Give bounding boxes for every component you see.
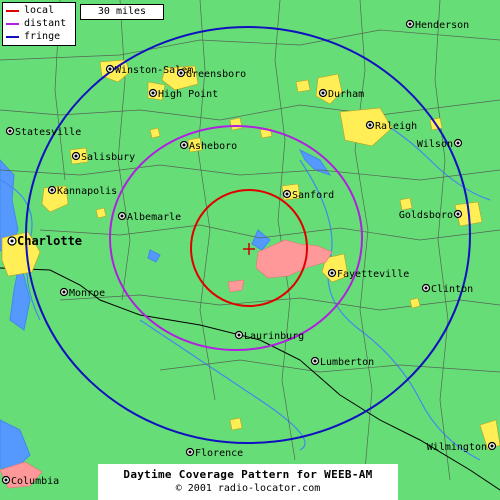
city-label: Wilson <box>417 139 453 150</box>
city-winston-salem: Winston-Salem <box>105 64 193 76</box>
city-label: Asheboro <box>189 141 237 152</box>
city-label: Statesville <box>15 127 81 138</box>
city-dot-center-icon <box>313 359 317 363</box>
city-dot-center-icon <box>50 188 54 192</box>
fringe-contour <box>25 26 471 444</box>
city-label: Raleigh <box>375 121 417 132</box>
legend-label: fringe <box>24 30 61 42</box>
city-kannapolis: Kannapolis <box>47 185 117 197</box>
legend-item-fringe: fringe <box>6 30 75 43</box>
city-label: Goldsboro <box>399 210 453 221</box>
city-wilson: Wilson <box>417 138 463 150</box>
city-clinton: Clinton <box>421 283 473 295</box>
copyright: © 2001 radio-locator.com <box>175 483 321 494</box>
city-dot-center-icon <box>321 91 325 95</box>
fringe-swatch <box>6 35 19 38</box>
city-raleigh: Raleigh <box>365 120 417 132</box>
city-dot-center-icon <box>456 212 460 216</box>
city-dot-center-icon <box>490 444 494 448</box>
city-dot-center-icon <box>182 143 186 147</box>
state-border <box>0 267 500 491</box>
city-greensboro: Greensboro <box>176 68 246 80</box>
distant-swatch <box>6 22 19 25</box>
city-dot-center-icon <box>424 286 428 290</box>
city-label: Albemarle <box>127 212 181 223</box>
local-swatch <box>6 9 19 12</box>
city-label: Sanford <box>292 190 334 201</box>
city-henderson: Henderson <box>405 19 469 31</box>
county-borders <box>0 0 500 481</box>
legend: local distant fringe <box>2 2 76 46</box>
city-dot-center-icon <box>8 129 12 133</box>
city-label: Charlotte <box>17 234 82 248</box>
water-features <box>0 148 332 471</box>
city-label: Lumberton <box>320 357 374 368</box>
city-lumberton: Lumberton <box>310 356 374 368</box>
city-albemarle: Albemarle <box>117 211 181 223</box>
city-dot-center-icon <box>237 333 241 337</box>
city-dot-center-icon <box>120 214 124 218</box>
city-statesville: Statesville <box>5 126 81 138</box>
city-label: Salisbury <box>81 152 135 163</box>
transmitter-icon <box>243 243 255 255</box>
city-label: Winston-Salem <box>115 65 193 76</box>
city-label: Durham <box>328 89 364 100</box>
city-label: Fayetteville <box>337 269 409 280</box>
city-dot-center-icon <box>151 91 155 95</box>
city-label: Henderson <box>415 20 469 31</box>
city-salisbury: Salisbury <box>71 151 135 163</box>
city-dot-center-icon <box>108 67 112 71</box>
city-label: Clinton <box>431 284 473 295</box>
city-dot-center-icon <box>188 450 192 454</box>
distant-contour <box>109 125 363 351</box>
city-dot-center-icon <box>74 154 78 158</box>
city-goldsboro: Goldsboro <box>399 209 463 221</box>
city-durham: Durham <box>318 88 364 100</box>
legend-item-distant: distant <box>6 17 75 30</box>
city-monroe: Monroe <box>59 287 105 299</box>
city-dot-center-icon <box>10 239 14 243</box>
scale-label: 30 miles <box>97 6 147 17</box>
city-laurinburg: Laurinburg <box>234 330 304 342</box>
city-dot-center-icon <box>330 271 334 275</box>
city-charlotte: Charlotte <box>7 234 82 248</box>
city-label: Greensboro <box>186 69 246 80</box>
scale-bar: 30 miles <box>80 4 164 20</box>
city-sanford: Sanford <box>282 189 334 201</box>
city-fayetteville: Fayetteville <box>327 268 409 280</box>
city-label: High Point <box>158 89 218 100</box>
city-dot-center-icon <box>456 141 460 145</box>
city-label: Florence <box>195 448 243 459</box>
city-label: Kannapolis <box>57 186 117 197</box>
legend-item-local: local <box>6 4 75 17</box>
city-label: Monroe <box>69 288 105 299</box>
local-contour <box>190 189 308 307</box>
legend-label: local <box>24 4 55 16</box>
legend-label: distant <box>24 17 67 29</box>
title-box: Daytime Coverage Pattern for WEEB-AM © 2… <box>98 464 398 500</box>
city-high-point: High Point <box>148 88 218 100</box>
city-dot-center-icon <box>368 123 372 127</box>
city-label: Wilmington <box>427 442 487 453</box>
city-label: Laurinburg <box>244 331 304 342</box>
city-label: Columbia <box>11 476 59 487</box>
city-dot-center-icon <box>408 22 412 26</box>
city-dot-center-icon <box>4 478 8 482</box>
city-wilmington: Wilmington <box>427 441 497 453</box>
military-area <box>0 239 333 489</box>
city-dot-center-icon <box>285 192 289 196</box>
map-title: Daytime Coverage Pattern for WEEB-AM <box>123 468 373 481</box>
city-florence: Florence <box>185 447 243 459</box>
city-asheboro: Asheboro <box>179 140 237 152</box>
city-columbia: Columbia <box>1 475 59 487</box>
city-dot-center-icon <box>62 290 66 294</box>
city-dot-center-icon <box>179 71 183 75</box>
